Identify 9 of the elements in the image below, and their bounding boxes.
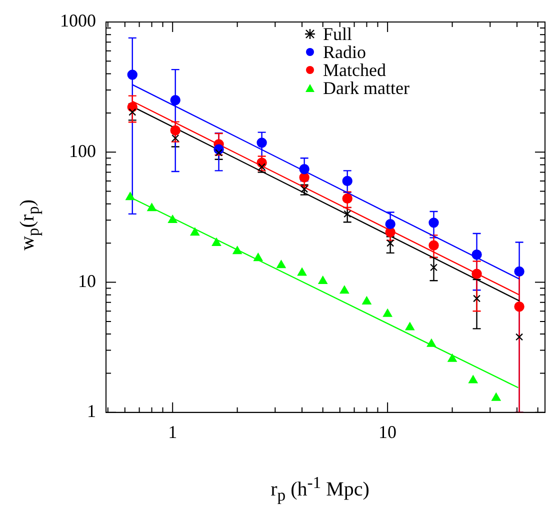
y-tick-label: 10 bbox=[78, 271, 96, 291]
y-tick-label: 1 bbox=[87, 401, 96, 422]
legend-label: Full bbox=[323, 24, 352, 44]
x-axis-title: r$_{p}$ (h$^{-1}$ Mpc) bbox=[270, 473, 370, 506]
legend-label: Dark matter bbox=[323, 78, 410, 98]
legend-label: Radio bbox=[323, 42, 366, 62]
y-tick-label: 100 bbox=[69, 140, 96, 161]
y-tick-label: 1000 bbox=[60, 10, 96, 31]
legend-label: Matched bbox=[323, 60, 386, 80]
